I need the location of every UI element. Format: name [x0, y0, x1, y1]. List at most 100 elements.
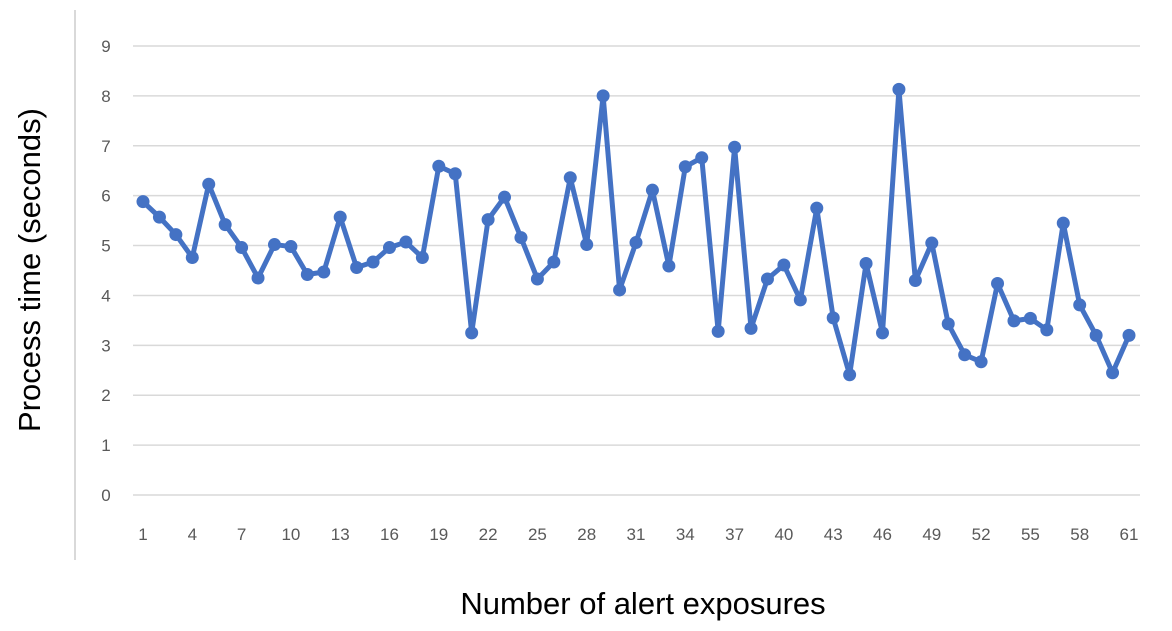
- y-tick-label: 4: [101, 286, 110, 305]
- data-point: [1089, 328, 1103, 342]
- data-point: [760, 272, 774, 286]
- series-layer: [136, 82, 1136, 382]
- x-axis-ticks: 1 4 7 10 13 16 19 22 25 28 31 34 37 40 43 46 49 52 55 58 61: [138, 525, 1138, 544]
- data-point: [1056, 216, 1070, 230]
- y-tick-label: 1: [101, 436, 110, 455]
- x-axis-title: Number of alert exposures: [460, 586, 825, 621]
- data-point: [777, 258, 791, 272]
- y-tick-label: 7: [101, 137, 110, 156]
- data-point: [399, 235, 413, 249]
- data-point: [1122, 328, 1136, 342]
- y-tick-label: 6: [101, 187, 110, 206]
- x-tick-label: 7: [237, 525, 246, 544]
- data-point: [448, 167, 462, 181]
- x-tick-label: 52: [972, 525, 991, 544]
- data-point: [744, 321, 758, 335]
- data-point: [843, 368, 857, 382]
- data-point: [218, 218, 232, 232]
- data-point: [613, 283, 627, 297]
- data-point: [152, 210, 166, 224]
- data-point: [251, 271, 265, 285]
- data-point: [678, 160, 692, 174]
- data-point: [350, 261, 364, 275]
- data-point: [136, 195, 150, 209]
- x-tick-label: 34: [676, 525, 695, 544]
- x-tick-label: 43: [824, 525, 843, 544]
- data-point: [991, 276, 1005, 290]
- data-point: [876, 326, 889, 340]
- y-tick-label: 5: [101, 237, 110, 256]
- x-tick-label: 46: [873, 525, 892, 544]
- data-point: [169, 228, 183, 242]
- y-tick-label: 2: [101, 386, 110, 405]
- x-tick-label: 40: [774, 525, 793, 544]
- data-point: [547, 255, 561, 269]
- data-point: [1106, 366, 1120, 380]
- data-point: [859, 257, 873, 271]
- gridlines: [133, 45, 1140, 496]
- data-point: [629, 236, 643, 250]
- x-tick-label: 55: [1021, 525, 1040, 544]
- data-point: [235, 241, 249, 255]
- data-point: [317, 265, 331, 279]
- data-point: [300, 267, 314, 281]
- data-point: [1023, 311, 1037, 325]
- data-point: [810, 201, 824, 215]
- x-tick-label: 49: [922, 525, 941, 544]
- data-point: [596, 89, 610, 103]
- data-point: [1073, 298, 1087, 312]
- data-point: [530, 272, 544, 286]
- x-tick-label: 28: [577, 525, 596, 544]
- data-point: [563, 171, 577, 185]
- x-tick-label: 37: [725, 525, 744, 544]
- data-point: [662, 259, 676, 273]
- data-point: [1040, 323, 1054, 337]
- y-tick-label: 8: [101, 87, 110, 106]
- x-tick-label: 25: [528, 525, 547, 544]
- data-point: [202, 177, 216, 191]
- y-tick-label: 0: [101, 486, 110, 505]
- data-point: [481, 213, 495, 227]
- x-tick-label: 1: [138, 525, 147, 544]
- data-point: [908, 273, 922, 287]
- data-point: [711, 324, 725, 338]
- data-point: [185, 251, 199, 265]
- y-axis-title: Process time (seconds): [12, 108, 47, 432]
- x-tick-label: 4: [188, 525, 197, 544]
- data-point: [580, 238, 594, 252]
- data-point: [284, 240, 298, 254]
- y-tick-label: 3: [101, 336, 110, 355]
- data-point: [826, 311, 840, 325]
- x-tick-label: 22: [479, 525, 498, 544]
- data-point: [925, 236, 939, 250]
- data-point: [415, 251, 429, 265]
- data-point: [1007, 314, 1021, 328]
- data-point: [366, 255, 380, 269]
- data-point: [728, 140, 742, 154]
- data-point: [383, 241, 396, 255]
- data-point: [432, 159, 446, 173]
- data-point: [498, 190, 512, 204]
- data-point: [695, 151, 709, 165]
- x-tick-label: 10: [281, 525, 300, 544]
- data-point: [958, 348, 972, 362]
- x-tick-label: 31: [627, 525, 646, 544]
- data-point: [465, 326, 479, 340]
- data-point: [645, 183, 659, 197]
- data-point: [892, 82, 906, 96]
- series-line: [140, 86, 1132, 378]
- y-axis-ticks: 0 1 2 3 4 5 6 7 8 9: [101, 37, 110, 505]
- x-tick-label: 58: [1070, 525, 1089, 544]
- x-tick-label: 16: [380, 525, 399, 544]
- data-point: [267, 238, 281, 252]
- data-point: [514, 231, 528, 245]
- x-tick-label: 61: [1120, 525, 1139, 544]
- y-tick-label: 9: [101, 37, 110, 56]
- x-tick-label: 13: [331, 525, 350, 544]
- data-point: [793, 293, 807, 307]
- x-tick-label: 19: [429, 525, 448, 544]
- data-point: [333, 210, 347, 224]
- data-point: [974, 355, 988, 369]
